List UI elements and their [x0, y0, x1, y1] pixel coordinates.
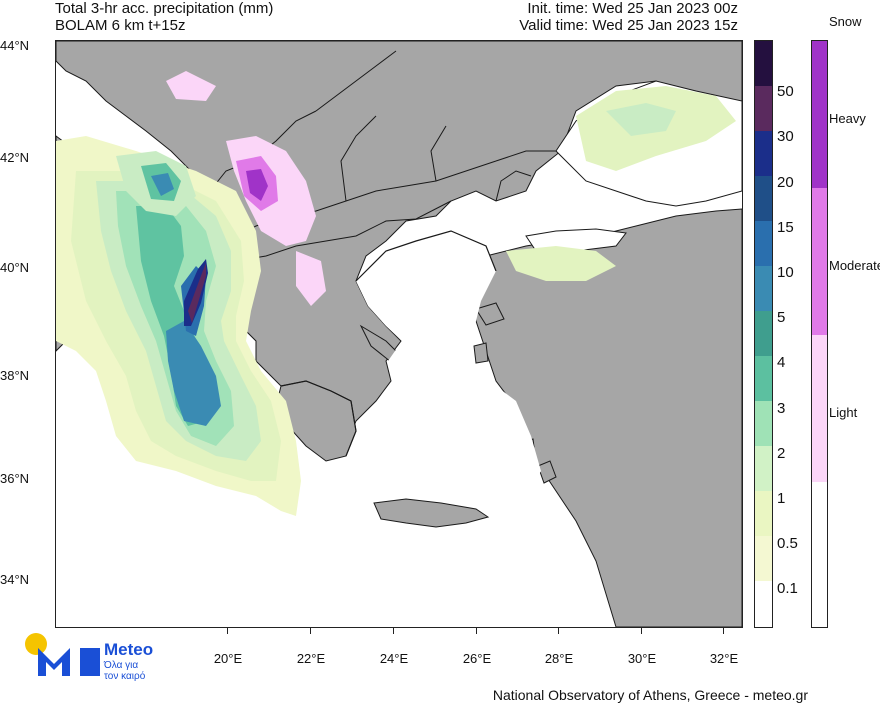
lat-label-38: 38°N [0, 368, 30, 383]
snow-light-3 [166, 71, 216, 101]
lon-label-28: 28°E [544, 651, 574, 666]
cbar-seg [755, 401, 772, 446]
cbar-label-20: 20 [777, 174, 794, 191]
lon-tick [641, 628, 642, 634]
precipitation-colorbar [754, 40, 773, 628]
rhodes-island [537, 460, 557, 484]
lon-label-30: 30°E [627, 651, 657, 666]
lon-tick [227, 628, 228, 634]
snow-light-2 [296, 251, 326, 306]
lat-label-36: 36°N [0, 471, 30, 486]
snow-label-light: Light [829, 405, 858, 420]
cbar-label-4: 4 [777, 354, 786, 371]
lon-label-26: 26°E [462, 651, 492, 666]
cbar-label-5: 5 [777, 309, 786, 326]
aegean-sea [356, 231, 541, 501]
lesvos-island [475, 302, 505, 326]
lon-label-20: 20°E [213, 651, 243, 666]
cbar-label-30: 30 [777, 128, 794, 145]
cbar-seg [755, 86, 772, 131]
init-time-label: Init. time: Wed 25 Jan 2023 00z [527, 0, 738, 17]
valid-time-label: Valid time: Wed 25 Jan 2023 15z [519, 17, 738, 34]
precip-north-3 [151, 173, 174, 196]
cbar-label-15: 15 [777, 219, 794, 236]
snow-colorbar [811, 40, 828, 628]
cbar-seg [755, 41, 772, 86]
cbar-seg [755, 536, 772, 581]
snow-label-moderate: Moderate [829, 258, 880, 273]
cbar-label-50: 50 [777, 83, 794, 100]
precipitation-map [55, 40, 743, 628]
cbar-label-1: 1 [777, 490, 786, 507]
snow-seg-moderate [812, 188, 827, 335]
cbar-seg [755, 491, 772, 536]
lat-label-40: 40°N [0, 260, 30, 275]
snow-layer [166, 71, 326, 306]
lon-tick [393, 628, 394, 634]
precip-30 [188, 263, 206, 323]
map-canvas [56, 41, 742, 627]
lat-label-42: 42°N [0, 150, 30, 165]
lon-tick [310, 628, 311, 634]
lon-tick [476, 628, 477, 634]
snow-label-heavy: Heavy [829, 111, 866, 126]
snow-seg-light [812, 335, 827, 482]
lon-label-22: 22°E [296, 651, 326, 666]
map-title: Total 3-hr acc. precipitation (mm) [55, 0, 274, 17]
logo-tagline-1: Όλα για [104, 660, 139, 671]
snow-heavy [246, 169, 268, 201]
crete-landmass [373, 498, 490, 528]
snow-legend-title: Snow [829, 14, 862, 29]
cbar-label-0-5: 0.5 [777, 535, 798, 552]
cbar-seg [755, 221, 772, 266]
credit-footer: National Observatory of Athens, Greece -… [492, 687, 808, 703]
lat-label-44: 44°N [0, 38, 30, 53]
precip-blacksea-2 [606, 103, 676, 136]
cbar-seg [755, 131, 772, 176]
meteo-logo: Meteo Όλα για τον καιρό [24, 630, 174, 684]
lon-label-32: 32°E [709, 651, 739, 666]
lon-label-24: 24°E [379, 651, 409, 666]
lat-label-34: 34°N [0, 572, 30, 587]
snow-seg-heavy [812, 41, 827, 188]
cbar-label-2: 2 [777, 445, 786, 462]
cbar-seg [755, 311, 772, 356]
cbar-seg [755, 266, 772, 311]
logo-name: Meteo [104, 640, 154, 659]
model-run-label: BOLAM 6 km t+15z [55, 17, 186, 34]
cbar-seg [755, 176, 772, 221]
cbar-seg [755, 446, 772, 491]
cbar-seg [755, 581, 772, 627]
cbar-label-10: 10 [777, 264, 794, 281]
precip-anatolia [506, 246, 616, 281]
cbar-label-0-1: 0.1 [777, 580, 798, 597]
lon-tick [723, 628, 724, 634]
snow-seg-none [812, 482, 827, 627]
logo-tagline-2: τον καιρό [104, 671, 146, 682]
lon-tick [558, 628, 559, 634]
meteo-logo-mark [25, 633, 100, 676]
cbar-seg [755, 356, 772, 401]
cbar-label-3: 3 [777, 400, 786, 417]
precip-layer [56, 86, 736, 516]
chios-island [473, 342, 489, 364]
precip-5 [166, 321, 221, 426]
